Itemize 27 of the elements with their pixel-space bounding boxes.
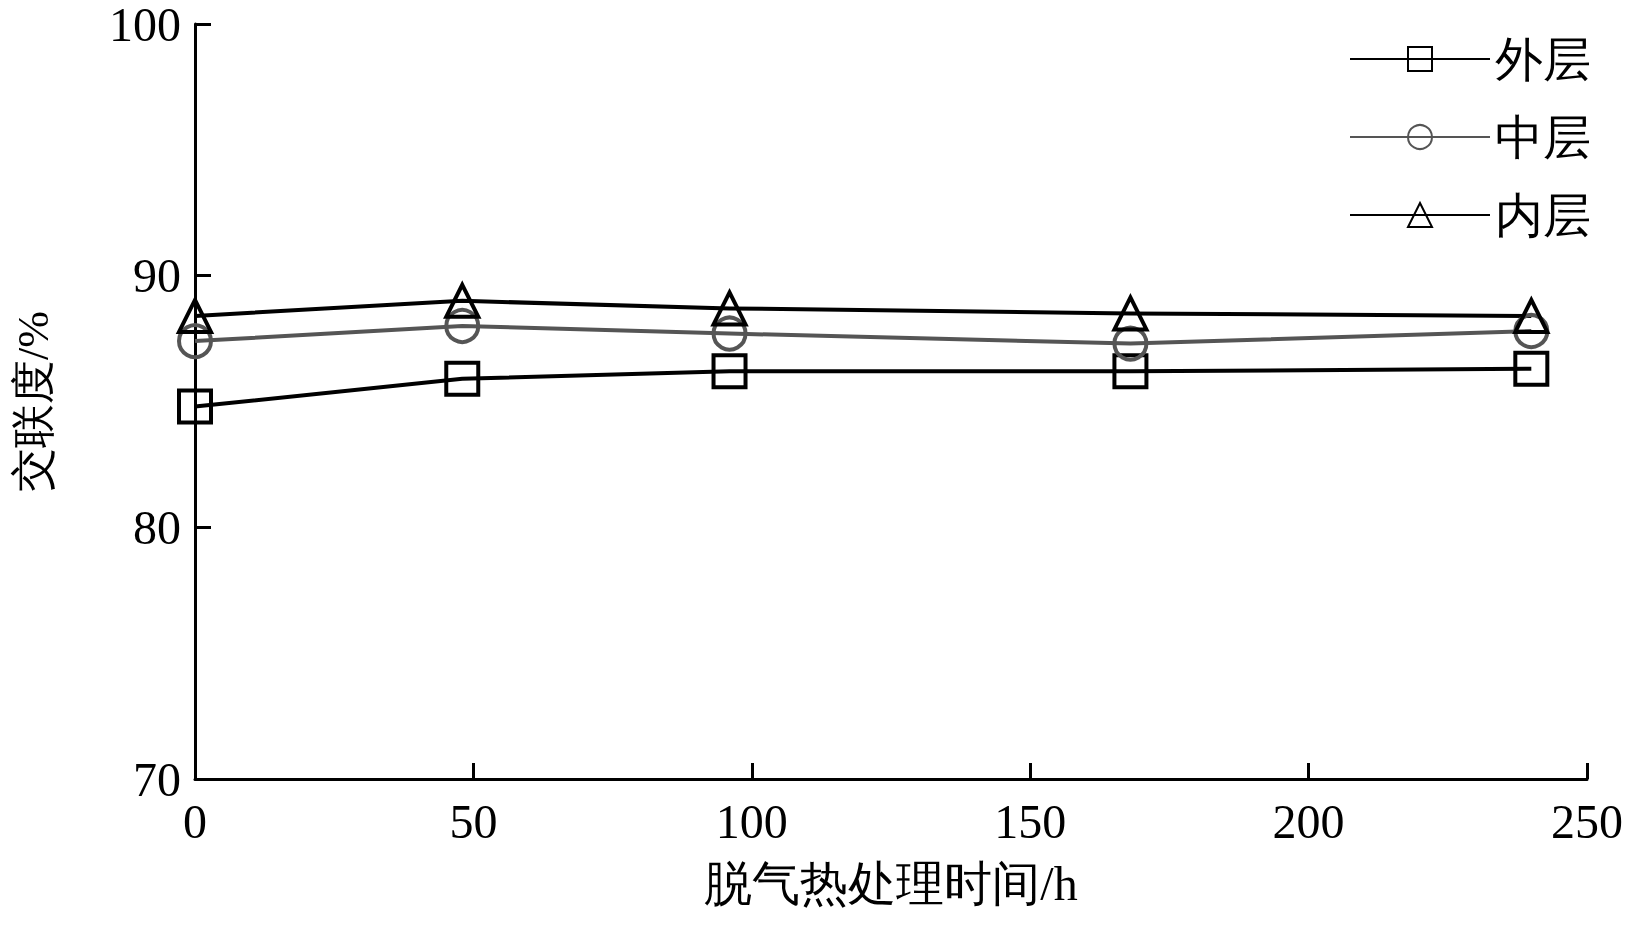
- point: [177, 388, 213, 425]
- point: [444, 360, 481, 397]
- point: [711, 290, 748, 327]
- point: [1512, 295, 1551, 334]
- legend-label: 内层: [1495, 188, 1591, 242]
- point: [1513, 350, 1550, 387]
- point: [711, 353, 748, 390]
- x-tick-label: 0: [183, 794, 207, 848]
- x-tick-label: 100: [715, 794, 788, 848]
- point: [443, 280, 482, 319]
- y-tick-label: 90: [133, 249, 181, 303]
- y-tick-label: 100: [109, 0, 181, 51]
- x-tick-label: 50: [449, 794, 498, 848]
- point: [1112, 295, 1149, 332]
- point: [711, 315, 748, 352]
- x-tick-label: 250: [1551, 794, 1623, 848]
- y-axis-title: 交联度/%: [8, 311, 58, 492]
- point: [177, 297, 213, 334]
- x-tick-label: 200: [1272, 794, 1345, 848]
- legend-label: 外层: [1495, 32, 1591, 86]
- point: [444, 308, 481, 344]
- legend-label: 中层: [1495, 110, 1591, 164]
- x-axis-title: 脱气热处理时间/h: [704, 856, 1078, 910]
- point: [177, 323, 213, 360]
- x-tick-label: 150: [994, 794, 1067, 848]
- y-tick-label: 80: [133, 500, 181, 554]
- y-tick-label: 70: [133, 752, 181, 806]
